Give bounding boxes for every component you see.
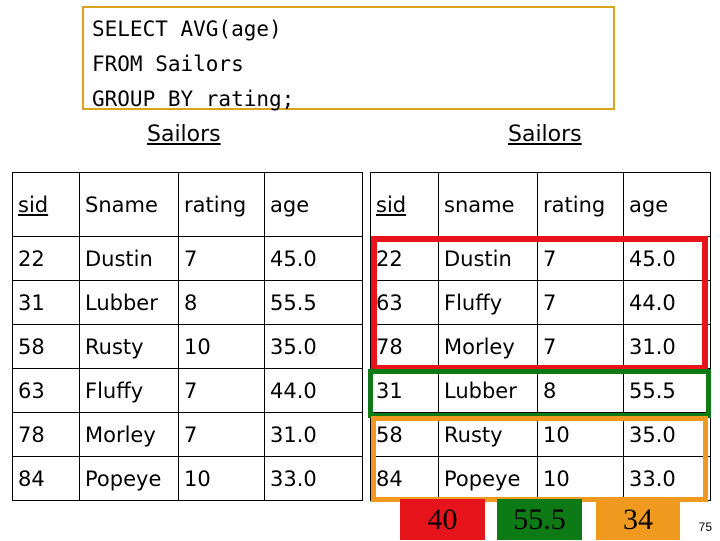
right-table-caption: Sailors	[508, 122, 582, 147]
cell-age: 45.0	[264, 236, 363, 281]
table-header-row: sid sname rating age	[370, 172, 711, 237]
cell-sid: 58	[370, 412, 439, 457]
cell-sid: 78	[370, 324, 439, 369]
header-sid: sid	[370, 172, 439, 237]
cell-age: 31.0	[264, 412, 363, 457]
result-badge-rating-10: 34	[596, 499, 680, 540]
header-rating: rating	[537, 172, 624, 237]
cell-sid: 22	[370, 236, 439, 281]
cell-rating: 7	[178, 412, 265, 457]
cell-rating: 10	[537, 412, 624, 457]
sql-line-from: FROM Sailors	[92, 52, 244, 76]
cell-sid: 31	[12, 280, 80, 325]
cell-sname: Lubber	[79, 280, 179, 325]
table-row: 84 Popeye 10 33.0	[12, 456, 363, 501]
cell-sname: Lubber	[438, 368, 538, 413]
table-row: 58 Rusty 10 35.0	[370, 412, 711, 457]
cell-rating: 8	[178, 280, 265, 325]
cell-age: 44.0	[623, 280, 711, 325]
cell-rating: 10	[178, 324, 265, 369]
cell-sname: Dustin	[438, 236, 538, 281]
table-row: 31 Lubber 8 55.5	[12, 280, 363, 325]
header-rating: rating	[178, 172, 265, 237]
sql-line-groupby: GROUP BY rating;	[92, 87, 295, 111]
table-row: 78 Morley 7 31.0	[370, 324, 711, 369]
cell-age: 33.0	[264, 456, 363, 501]
cell-sname: Fluffy	[438, 280, 538, 325]
header-age: age	[264, 172, 363, 237]
sql-query-box: SELECT AVG(age) FROM Sailors GROUP BY ra…	[82, 6, 615, 111]
table-row: 84 Popeye 10 33.0	[370, 456, 711, 501]
cell-sid: 84	[370, 456, 439, 501]
cell-sname: Fluffy	[79, 368, 179, 413]
cell-sname: Rusty	[79, 324, 179, 369]
table-row: 22 Dustin 7 45.0	[370, 236, 711, 281]
cell-age: 35.0	[264, 324, 363, 369]
table-header-row: sid Sname rating age	[12, 172, 363, 237]
left-table-caption: Sailors	[147, 122, 221, 147]
header-sname: Sname	[79, 172, 179, 237]
result-badge-rating-8: 55.5	[497, 499, 582, 540]
cell-rating: 10	[537, 456, 624, 501]
cell-rating: 7	[537, 324, 624, 369]
cell-rating: 7	[537, 280, 624, 325]
cell-sname: Rusty	[438, 412, 538, 457]
cell-sname: Morley	[438, 324, 538, 369]
cell-sname: Popeye	[438, 456, 538, 501]
header-sid: sid	[12, 172, 80, 237]
cell-sid: 63	[370, 280, 439, 325]
cell-sname: Dustin	[79, 236, 179, 281]
right-sailors-table: sid sname rating age 22 Dustin 7 45.0 63 Fluf…	[370, 172, 711, 501]
table-row: 22 Dustin 7 45.0	[12, 236, 363, 281]
cell-age: 35.0	[623, 412, 711, 457]
cell-age: 45.0	[623, 236, 711, 281]
header-age: age	[623, 172, 711, 237]
cell-rating: 10	[178, 456, 265, 501]
cell-sid: 63	[12, 368, 80, 413]
header-sname: sname	[438, 172, 538, 237]
table-row: 63 Fluffy 7 44.0	[12, 368, 363, 413]
cell-rating: 8	[537, 368, 624, 413]
cell-age: 31.0	[623, 324, 711, 369]
table-row: 63 Fluffy 7 44.0	[370, 280, 711, 325]
sql-line-select: SELECT AVG(age)	[92, 17, 282, 41]
cell-sid: 22	[12, 236, 80, 281]
table-row: 31 Lubber 8 55.5	[370, 368, 711, 413]
table-row: 78 Morley 7 31.0	[12, 412, 363, 457]
cell-age: 55.5	[264, 280, 363, 325]
cell-age: 44.0	[264, 368, 363, 413]
cell-age: 33.0	[623, 456, 711, 501]
cell-sid: 58	[12, 324, 80, 369]
cell-sid: 78	[12, 412, 80, 457]
cell-sname: Morley	[79, 412, 179, 457]
result-badge-rating-7: 40	[400, 499, 485, 540]
cell-rating: 7	[537, 236, 624, 281]
page-number: 75	[698, 520, 712, 534]
table-row: 58 Rusty 10 35.0	[12, 324, 363, 369]
left-sailors-table: sid Sname rating age 22 Dustin 7 45.0 31 Lubb…	[12, 172, 363, 501]
cell-sid: 31	[370, 368, 439, 413]
cell-age: 55.5	[623, 368, 711, 413]
cell-sname: Popeye	[79, 456, 179, 501]
cell-rating: 7	[178, 368, 265, 413]
cell-sid: 84	[12, 456, 80, 501]
cell-rating: 7	[178, 236, 265, 281]
